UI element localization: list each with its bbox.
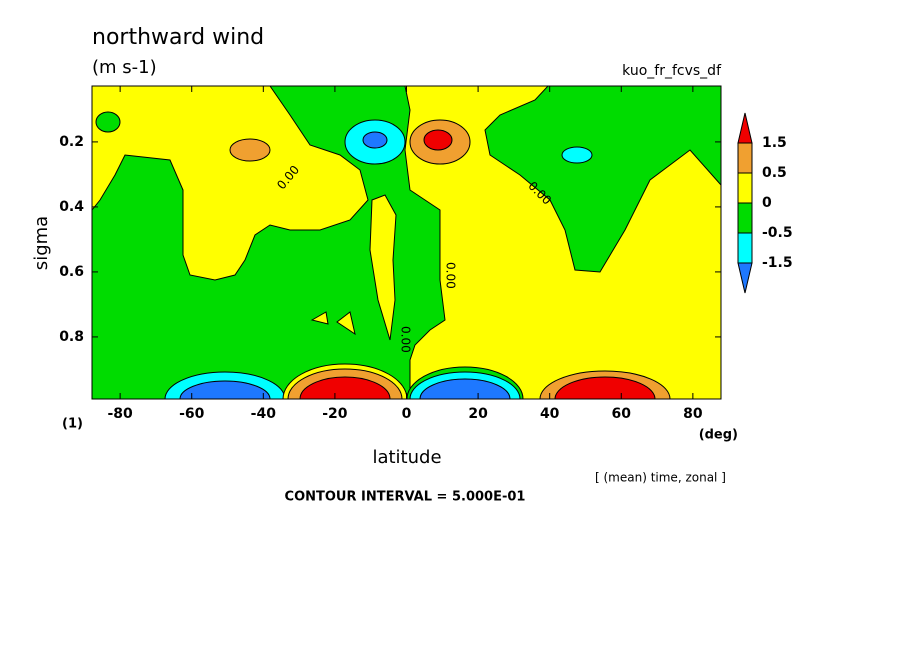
colorbar-bin xyxy=(737,262,753,294)
contour-region xyxy=(369,194,397,341)
contour-interval: CONTOUR INTERVAL = 5.000E-01 xyxy=(285,490,526,505)
colorbar-bin xyxy=(737,112,753,144)
y-axis-title: sigma xyxy=(31,216,52,270)
x-tick-label: 40 xyxy=(540,406,560,422)
dataset-name: kuo_fr_fcvs_df xyxy=(622,63,722,79)
contour-region xyxy=(419,378,511,399)
colorbar-label: 1.5 xyxy=(762,135,787,151)
contour-region xyxy=(554,376,656,399)
x-axis-title: latitude xyxy=(372,447,441,468)
contour-label: 0.00 xyxy=(399,326,413,353)
colorbar-bin xyxy=(737,232,753,264)
colorbar-bin xyxy=(737,172,753,204)
x-tick-label: 60 xyxy=(612,406,632,422)
chart-title: northward wind xyxy=(92,25,264,50)
x-tick-label: 20 xyxy=(468,406,488,422)
colorbar-bin xyxy=(737,142,753,174)
contour-region xyxy=(179,380,271,399)
y-tick-label: 0.2 xyxy=(59,134,84,150)
y-tick-label: 0.6 xyxy=(59,264,84,280)
contour-region xyxy=(95,111,121,133)
colorbar-bin xyxy=(737,202,753,234)
annotation: [ (mean) time, zonal ] xyxy=(595,471,726,485)
x-axis-unit: (deg) xyxy=(699,428,738,443)
x-tick-label: -20 xyxy=(322,406,348,422)
x-tick-label: 0 xyxy=(402,406,412,422)
contour-label: 0.00 xyxy=(444,262,458,289)
contour-region xyxy=(423,129,453,151)
contour-field xyxy=(92,86,721,399)
colorbar-label: -1.5 xyxy=(762,255,793,271)
x-tick-label: 80 xyxy=(683,406,703,422)
x-tick-label: -80 xyxy=(107,406,133,422)
contour-region xyxy=(362,131,388,149)
contour-region xyxy=(229,138,271,162)
contour-region xyxy=(561,146,593,164)
y-axis-unit: (1) xyxy=(62,417,83,432)
x-tick-label: -60 xyxy=(179,406,205,422)
colorbar-label: 0.5 xyxy=(762,165,787,181)
colorbar-label: 0 xyxy=(762,195,772,211)
colorbar-label: -0.5 xyxy=(762,225,793,241)
contour-region xyxy=(299,376,391,399)
contour-region xyxy=(404,86,721,399)
x-tick-label: -40 xyxy=(251,406,277,422)
y-tick-label: 0.4 xyxy=(59,199,84,215)
contour-region xyxy=(336,311,356,336)
chart-subtitle: (m s-1) xyxy=(92,57,157,78)
contour-region xyxy=(310,311,329,325)
y-tick-label: 0.8 xyxy=(59,329,84,345)
contour-region xyxy=(92,86,369,281)
